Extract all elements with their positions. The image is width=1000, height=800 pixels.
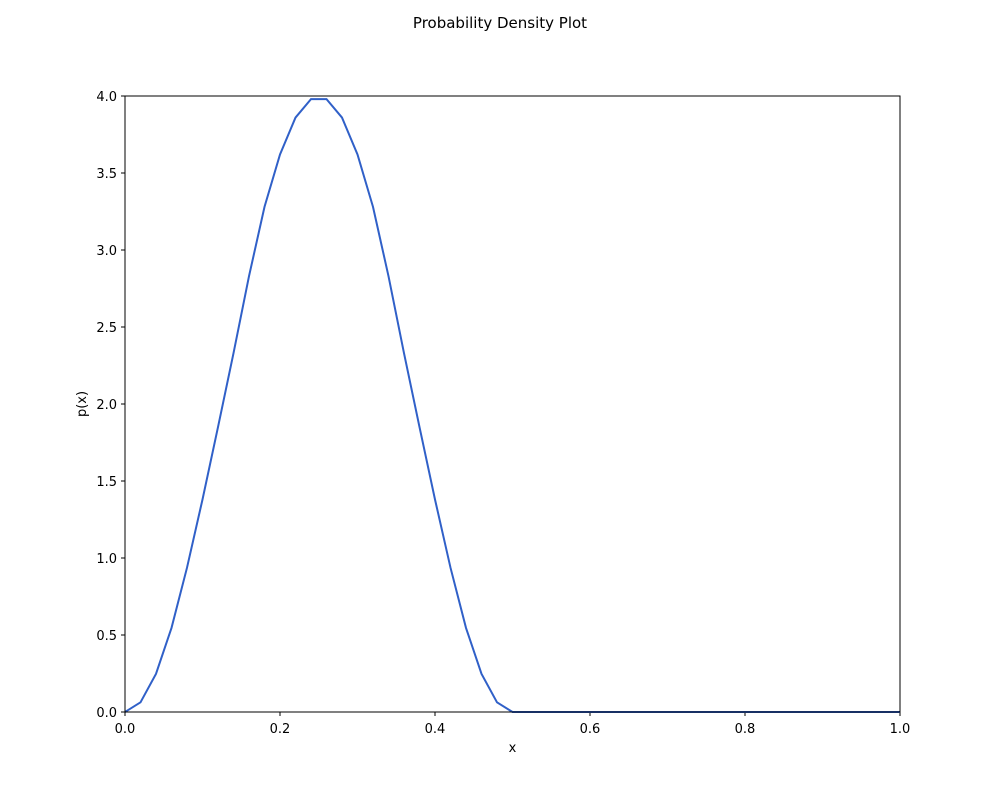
y-axis: 0.0 0.5 1.0 1.5 2.0 2.5 3.0 3.5 4.0 [96, 90, 125, 721]
y-tick-label: 0.5 [96, 629, 117, 644]
x-axis: 0.0 0.2 0.4 0.6 0.8 1.0 [115, 712, 911, 737]
chart-title: Probability Density Plot [413, 14, 587, 32]
x-tick-label: 1.0 [890, 722, 911, 737]
x-tick-label: 0.8 [735, 722, 756, 737]
y-tick-label: 1.5 [96, 475, 117, 490]
y-tick-label: 3.5 [96, 167, 117, 182]
x-tick-label: 0.0 [115, 722, 136, 737]
y-tick-label: 1.0 [96, 552, 117, 567]
y-tick-label: 0.0 [96, 706, 117, 721]
y-tick-label: 2.0 [96, 398, 117, 413]
x-tick-label: 0.4 [425, 722, 446, 737]
series-line [124, 98, 900, 713]
x-tick-label: 0.2 [270, 722, 291, 737]
y-axis-label: p(x) [75, 391, 90, 417]
x-axis-label: x [509, 741, 517, 756]
plot-frame [124, 95, 901, 713]
y-tick-label: 4.0 [96, 90, 117, 105]
x-tick-label: 0.6 [580, 722, 601, 737]
y-tick-label: 3.0 [96, 244, 117, 259]
y-tick-label: 2.5 [96, 321, 117, 336]
